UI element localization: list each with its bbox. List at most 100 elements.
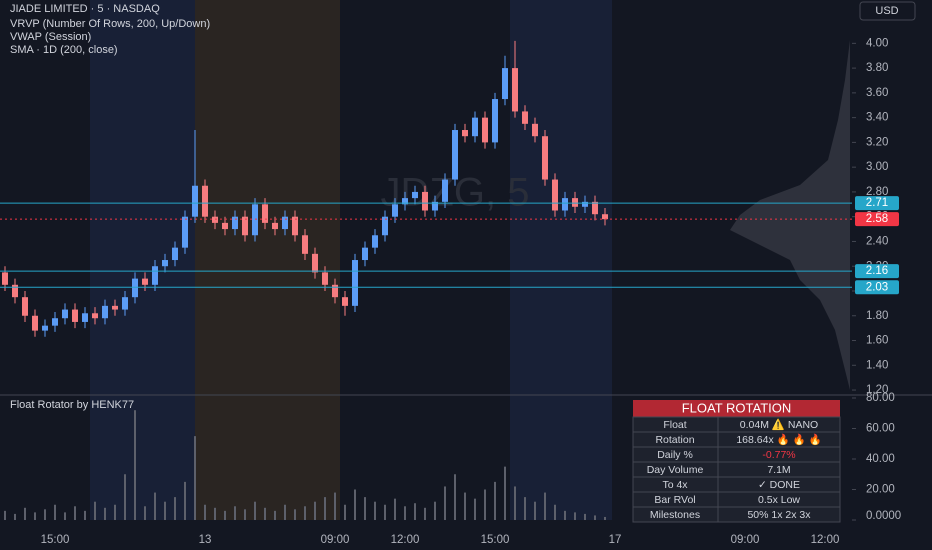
y-tick-label: 3.60 — [866, 87, 888, 99]
volume-bar — [64, 512, 66, 520]
table-cell: ✓ DONE — [758, 479, 800, 491]
table-cell: Bar RVol — [654, 494, 695, 506]
volume-bar — [584, 513, 586, 520]
table-cell: To 4x — [662, 479, 688, 491]
y-tick-label: 1.60 — [866, 335, 888, 347]
price-tag — [855, 264, 899, 279]
volume-bar — [14, 513, 16, 520]
y-tick-label: 0.0000 — [866, 510, 901, 522]
volume-bar — [334, 492, 336, 520]
x-tick-label: 12:00 — [391, 534, 420, 546]
indicator: SMA · 1D (200, close) — [10, 44, 118, 56]
volume-bar — [264, 507, 266, 520]
candle-body — [342, 297, 348, 306]
candle-body — [492, 99, 498, 143]
volume-bar — [454, 474, 456, 520]
candle-body — [122, 297, 128, 310]
volume-profile — [730, 40, 850, 390]
candle-body — [262, 204, 268, 223]
candle-body — [322, 272, 328, 285]
candle-body — [42, 325, 48, 331]
y-tick-label: 60.00 — [866, 423, 895, 435]
volume-bar — [154, 492, 156, 520]
candle-body — [212, 216, 218, 223]
y-tick-label: 4.00 — [866, 37, 888, 49]
candle-body — [132, 278, 138, 298]
volume-bar — [364, 497, 366, 520]
candle-body — [202, 185, 208, 217]
volume-bar — [434, 501, 436, 520]
volume-bar — [44, 509, 46, 520]
volume-bar — [134, 410, 136, 520]
y-tick-label: 1.80 — [866, 310, 888, 322]
candle-body — [372, 235, 378, 248]
candle-body — [402, 198, 408, 205]
candle-body — [222, 222, 228, 230]
price-tag — [855, 196, 899, 211]
x-tick-label: 09:00 — [731, 534, 760, 546]
candle-body — [292, 216, 298, 236]
volume-bar — [314, 501, 316, 520]
volume-bar — [204, 504, 206, 520]
volume-bar — [534, 501, 536, 520]
y-tick-label: 2.40 — [866, 235, 888, 247]
candle-body — [392, 204, 398, 217]
x-tick-label: 17 — [609, 534, 622, 546]
candle-body — [362, 247, 368, 261]
volume-bar — [54, 504, 56, 520]
y-tick-label: 80.00 — [866, 392, 895, 404]
x-tick-label: 15:00 — [481, 534, 510, 546]
volume-bar — [4, 510, 6, 520]
candle-body — [62, 309, 68, 319]
candle-body — [452, 130, 458, 180]
candle-body — [162, 260, 168, 267]
candle-body — [282, 216, 288, 230]
volume-bar — [424, 507, 426, 520]
candle-body — [242, 216, 248, 236]
y-tick-label: 3.00 — [866, 161, 888, 173]
volume-bar — [404, 506, 406, 520]
float-table: FLOAT ROTATION Float 0.04M ⚠️ NANO Rotation… — [632, 400, 841, 523]
volume-bar — [34, 512, 36, 520]
volume-bar — [474, 498, 476, 520]
x-tick-label: 12:00 — [811, 534, 840, 546]
price-tag-label: 2.71 — [866, 197, 888, 209]
volume-bar — [304, 506, 306, 520]
y-tick-label: 2.80 — [866, 186, 888, 198]
indicator: VRVP (Number Of Rows, 200, Up/Down) — [10, 18, 210, 30]
table-cell: 0.5x Low — [758, 494, 800, 506]
currency-button[interactable] — [859, 1, 916, 21]
volume-bar — [344, 504, 346, 520]
session-band — [510, 0, 612, 520]
currency[interactable]: USD — [875, 5, 898, 17]
candle-body — [412, 191, 418, 199]
table-cell: 50% 1x 2x 3x — [747, 509, 811, 521]
y-tick-label: 1.20 — [866, 384, 888, 396]
table-cell: Float — [663, 419, 686, 431]
candle-body — [592, 201, 598, 215]
y-tick-label: 20.00 — [866, 484, 895, 496]
volume-bar — [174, 497, 176, 520]
candle-body — [552, 179, 558, 211]
candle-body — [182, 216, 188, 248]
candle-body — [432, 201, 438, 211]
volume-bar — [214, 507, 216, 520]
indicator: VWAP (Session) — [10, 31, 91, 43]
volume-bar — [124, 474, 126, 520]
price-tag-label: 2.58 — [866, 213, 888, 225]
candle-body — [572, 198, 578, 207]
volume-bar — [574, 512, 576, 520]
volume-bar — [414, 503, 416, 520]
volume-bar — [24, 507, 26, 520]
table-cell: Daily % — [657, 449, 693, 461]
volume-bar — [564, 510, 566, 520]
volume-bar — [354, 489, 356, 520]
price-tag — [855, 280, 899, 295]
volume-bar — [184, 481, 186, 520]
volume-bar — [194, 436, 196, 520]
y-tick-label: 3.80 — [866, 62, 888, 74]
volume-bar — [594, 515, 596, 520]
price-tag-label: 2.16 — [866, 265, 888, 277]
